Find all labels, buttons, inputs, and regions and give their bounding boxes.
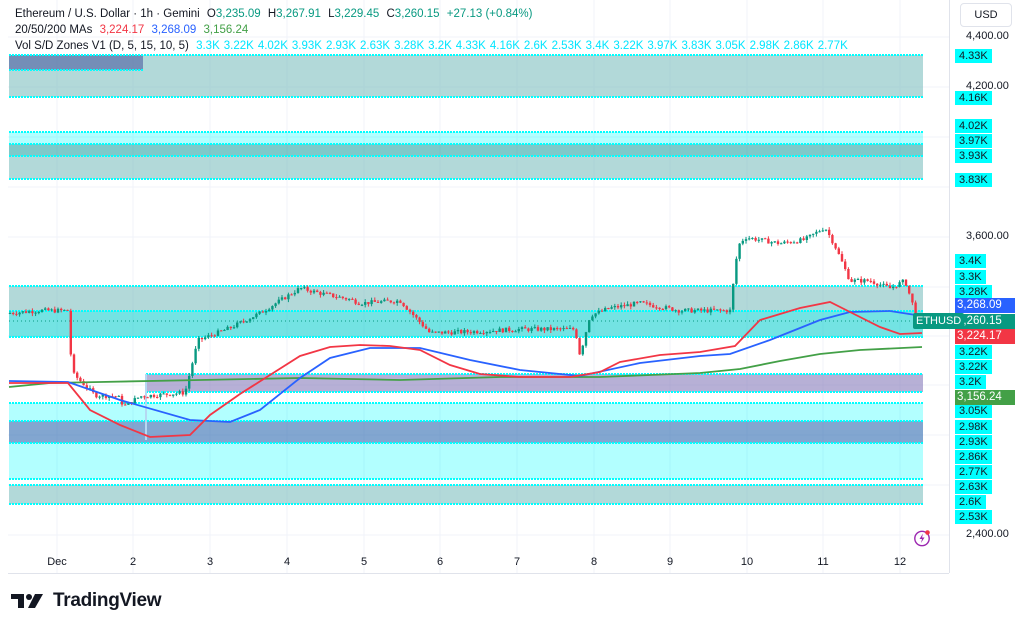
vol-zone-value: 3.22K [613,40,644,52]
moving-averages [8,301,923,438]
zone-volume-tag: 2.53K [955,510,992,524]
time-tick-label: Dec [47,556,67,568]
zone-volume-tag: 3.93K [955,149,992,163]
open-value: 3,235.09 [215,8,261,20]
vol-zone-value: 3.3K [196,40,220,52]
time-tick-label: 2 [129,556,137,568]
zone-volume-tag: 4.16K [955,91,992,105]
time-tick-label: 3 [206,556,214,568]
zone-volume-tag: 3.3K [955,270,986,284]
vol-zone-value: 2.93K [325,40,356,52]
time-tick-label: 9 [666,556,674,568]
time-tick-label: 4 [283,556,291,568]
zone-volume-tag: 3.2K [955,375,986,389]
vol-zones-legend-row[interactable]: Vol S/D Zones V1 (D, 5, 15, 10, 5) 3.3K 3… [15,38,856,54]
tradingview-wordmark: TradingView [53,590,162,611]
low-value: 3,229.45 [334,8,380,20]
zone-volume-tag: 2.86K [955,450,992,464]
open-label: O [206,8,216,20]
tradingview-logo-icon [11,594,43,608]
price-value-tag: 3,268.09 [955,298,1015,313]
vol-zone-value: 2.98K [749,40,780,52]
chart-legend: Ethereum / U.S. Dollar · 1h · Gemini O3,… [15,6,856,54]
zone-volume-tag: 2.6K [955,495,986,509]
time-tick-label: 6 [436,556,444,568]
time-tick-label: 11 [817,556,829,568]
time-tick-label: 10 [740,556,754,568]
ma-legend-row[interactable]: 20/50/200 MAs 3,224.17 3,268.09 3,156.24 [15,22,856,38]
zone-volume-tag: 3.05K [955,404,992,418]
symbol-title[interactable]: Ethereum / U.S. Dollar · 1h · Gemini [15,8,200,20]
vol-zone-values: 3.3K 3.22K 4.02K 3.93K 2.93K 2.63K 3.28K 3.2K 4.… [196,40,852,52]
vol-zone-value: 3.97K [647,40,678,52]
zone-volume-tag: 2.77K [955,465,992,479]
zone-volume-tag: 2.63K [955,480,992,494]
change-value: +27.13 (+0.84%) [446,8,533,20]
vol-zone-value: 4.02K [257,40,288,52]
close-value: 3,260.15 [394,8,440,20]
vol-zones-indicator-label[interactable]: Vol S/D Zones V1 (D, 5, 15, 10, 5) [15,40,189,52]
vol-zone-value: 3.22K [223,40,254,52]
price-value-tag: 3,224.17 [955,329,1015,344]
vol-zone-value: 3.28K [394,40,425,52]
price-tick-label: 4,400.00 [966,30,1009,42]
high-value: 3,267.91 [276,8,321,20]
time-tick-label: 7 [513,556,521,568]
high-label: H [267,8,277,20]
time-tick-label: 8 [590,556,598,568]
zone-volume-tag: 2.98K [955,420,992,434]
ma50-value: 3,268.09 [151,24,197,36]
zone-volume-tag: 3.22K [955,360,992,374]
vol-zone-value: 2.63K [360,40,391,52]
time-tick-label: 12 [893,556,907,568]
price-tick-label: 2,400.00 [966,528,1009,540]
zone-volume-tag: 3.22K [955,345,992,359]
vol-zone-value: 3.83K [681,40,712,52]
vol-zone-value: 2.86K [783,40,814,52]
currency-button[interactable]: USD [960,3,1012,27]
price-tick-label: 3,600.00 [966,230,1009,242]
lightning-alert-icon[interactable] [913,529,931,547]
zone-volume-tag: 3.28K [955,285,992,299]
vol-zone-value: 2.6K [523,40,548,52]
price-value-tag: 3,260.15 [955,314,1015,329]
price-axis-border [949,0,950,573]
vol-zone-value: 3.4K [585,40,610,52]
supply-demand-zones [9,54,923,505]
symbol-price-tag: ETHUSD [913,313,965,329]
vol-zone-value: 3.05K [715,40,746,52]
vol-zone-value: 3.2K [428,40,452,52]
zone-volume-tag: 3.97K [955,134,992,148]
symbol-legend-row: Ethereum / U.S. Dollar · 1h · Gemini O3,… [15,6,856,22]
vol-zone-value: 2.53K [551,40,582,52]
zone-volume-tag: 3.83K [955,173,992,187]
zone-volume-tag: 3.4K [955,254,986,268]
vol-zone-value: 2.77K [817,40,848,52]
zone-volume-tag: 4.33K [955,49,992,63]
vol-zone-value: 3.93K [291,40,322,52]
price-tick-label: 4,200.00 [966,80,1009,92]
ma-indicator-label[interactable]: 20/50/200 MAs [15,24,93,36]
tradingview-logo[interactable]: TradingView [11,590,162,612]
time-axis-border [8,573,949,574]
ma200-value: 3,156.24 [203,24,249,36]
ma20-value: 3,224.17 [99,24,145,36]
close-label: C [386,8,395,20]
time-tick-label: 5 [360,556,368,568]
zone-volume-tag: 4.02K [955,119,992,133]
vol-zone-value: 4.16K [489,40,520,52]
zone-volume-tag: 2.93K [955,435,992,449]
vol-zone-value: 4.33K [455,40,486,52]
price-value-tag: 3,156.24 [955,390,1015,405]
low-label: L [328,8,335,20]
